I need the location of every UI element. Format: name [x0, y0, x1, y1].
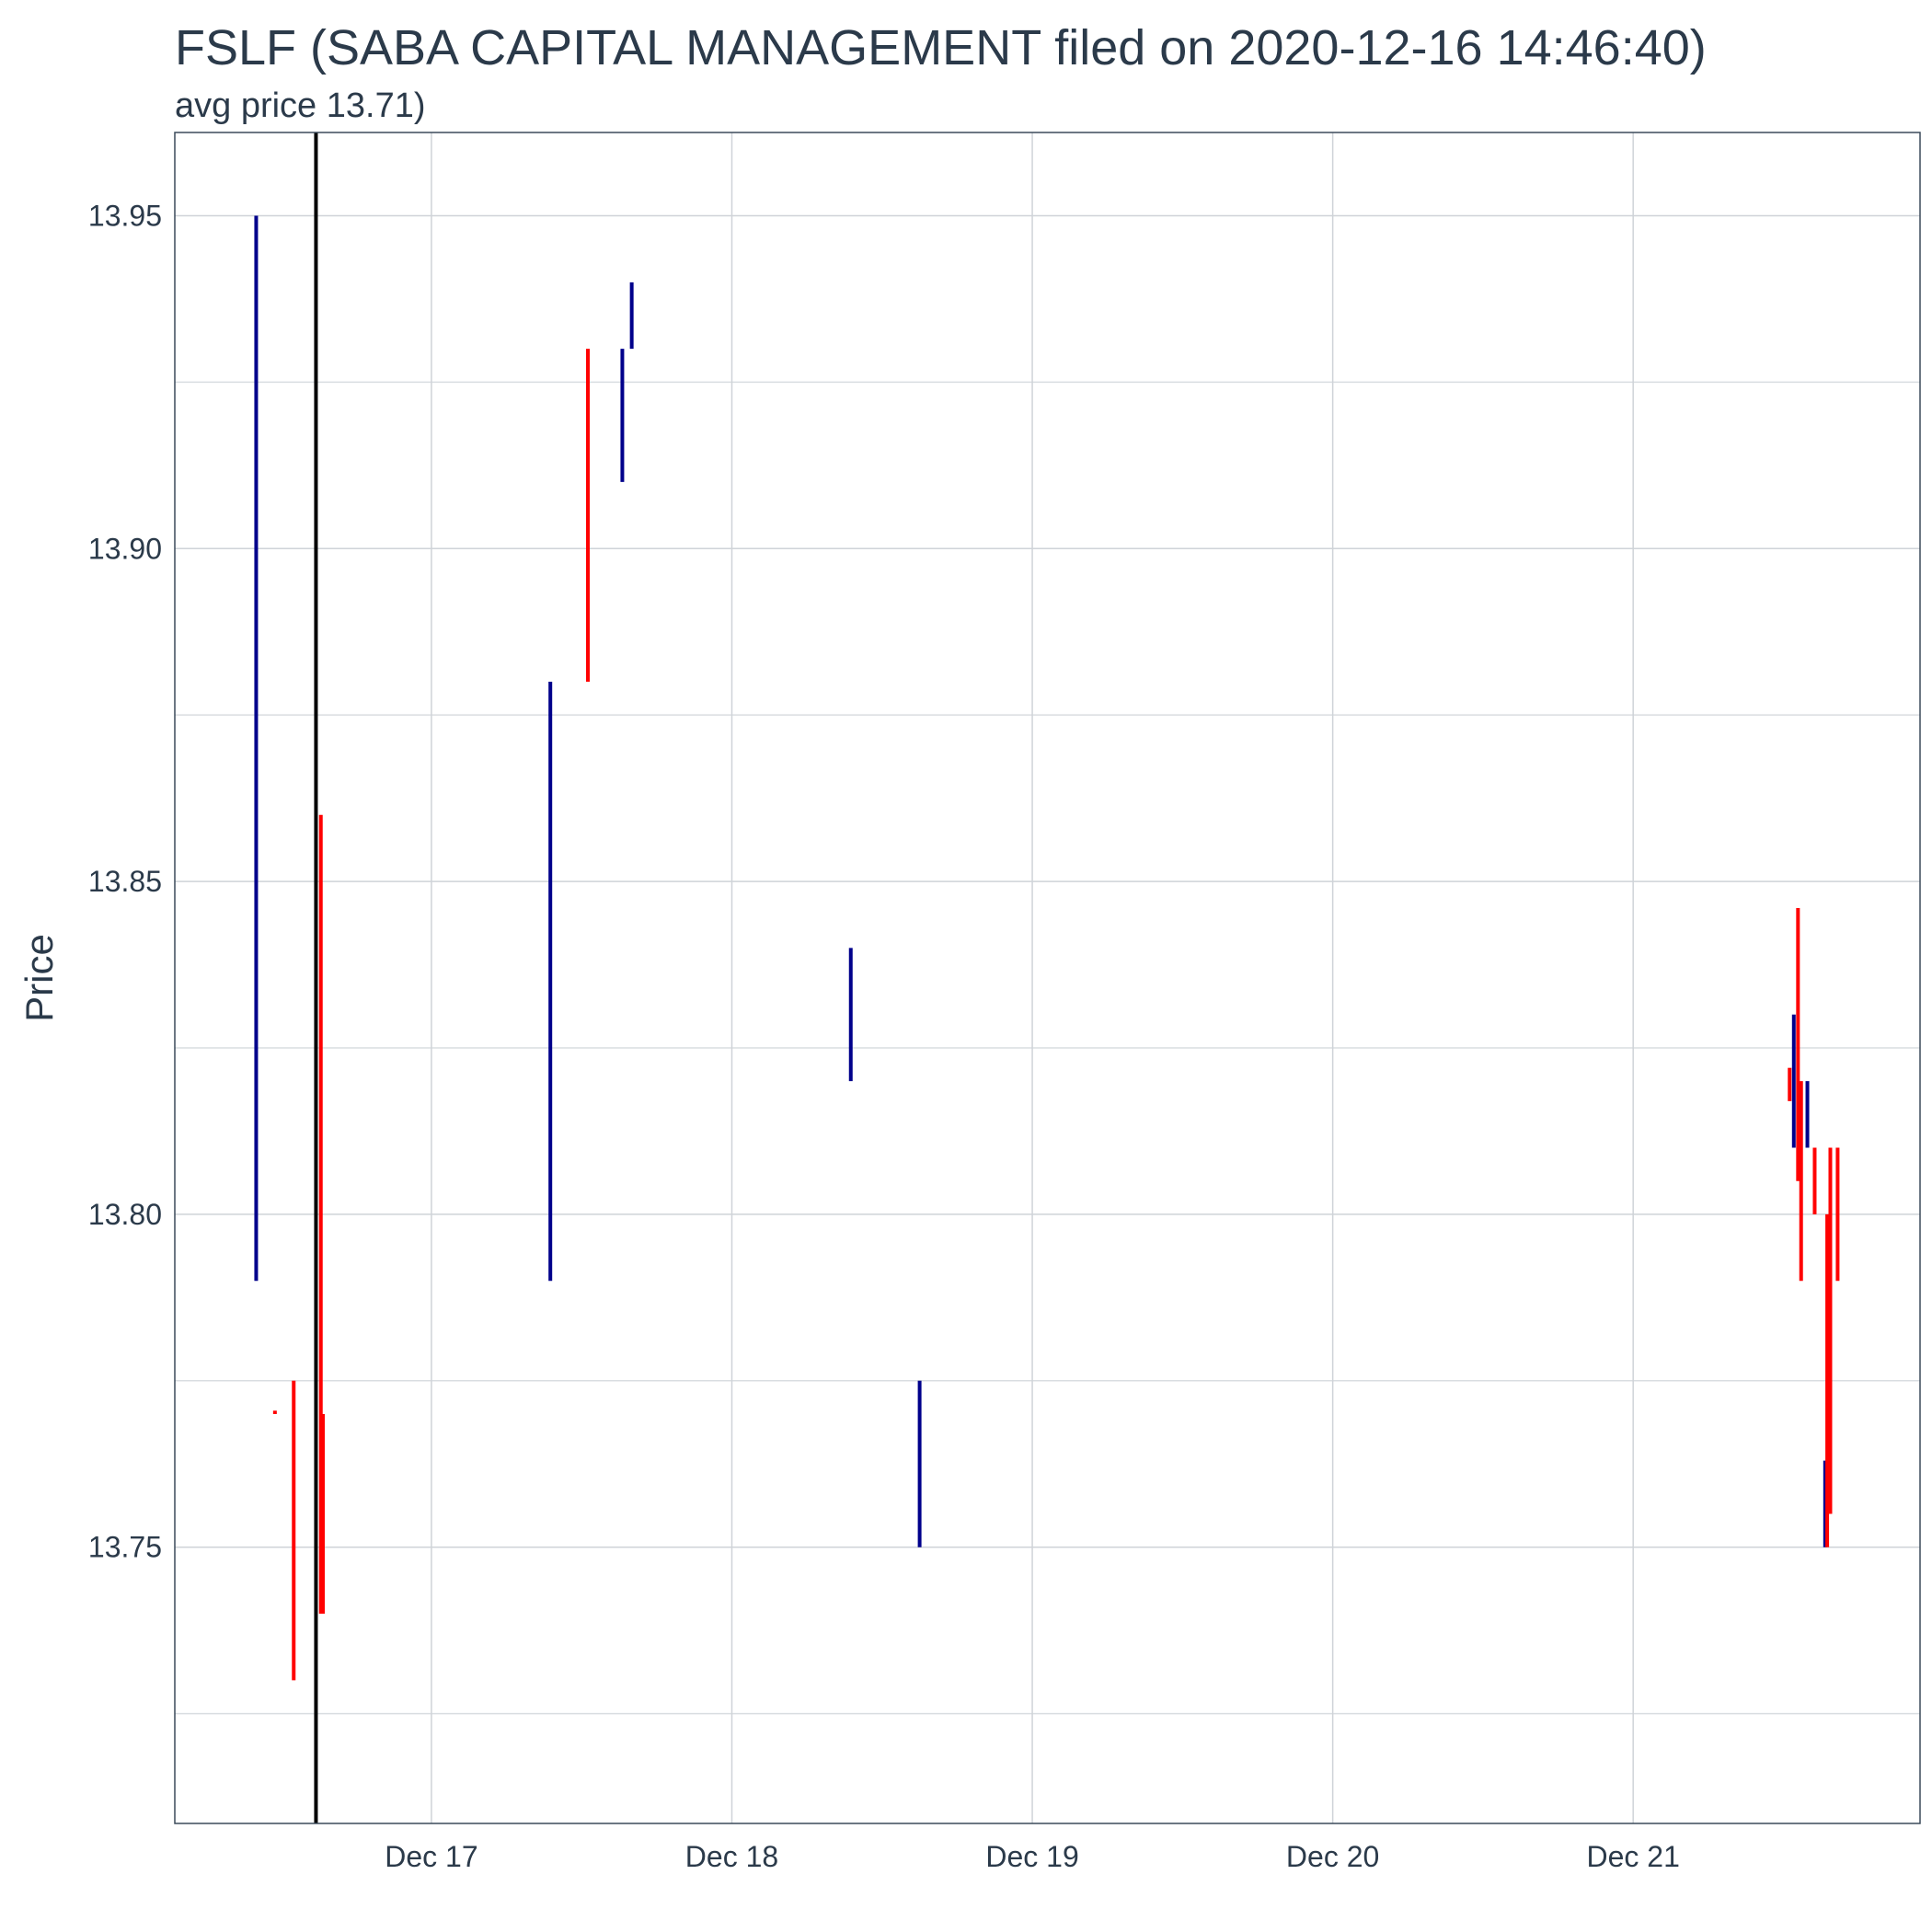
- y-axis-label: Price: [17, 934, 61, 1022]
- chart-title: FSLF (SABA CAPITAL MANAGEMENT filed on 2…: [175, 20, 1707, 75]
- x-tick-label: Dec 17: [385, 1840, 477, 1873]
- plot-panel: [174, 132, 1921, 1824]
- y-tick-label: 13.90: [88, 532, 162, 565]
- y-tick-label: 13.80: [88, 1198, 162, 1231]
- y-tick-label: 13.85: [88, 865, 162, 898]
- y-tick-label: 13.95: [88, 199, 162, 232]
- x-axis-ticks: Dec 17 Dec 18 Dec 19 Dec 20 Dec 21: [385, 1840, 1680, 1873]
- y-tick-label: 13.75: [88, 1531, 162, 1564]
- x-tick-label: Dec 21: [1586, 1840, 1679, 1873]
- x-tick-label: Dec 19: [985, 1840, 1078, 1873]
- y-axis-ticks: 13.75 13.80 13.85 13.90 13.95: [88, 199, 162, 1563]
- chart-subtitle: avg price 13.71): [175, 86, 426, 125]
- x-tick-label: Dec 20: [1286, 1840, 1379, 1873]
- price-bars: [254, 215, 1840, 1681]
- x-tick-label: Dec 18: [685, 1840, 778, 1873]
- grid: [175, 132, 1920, 1823]
